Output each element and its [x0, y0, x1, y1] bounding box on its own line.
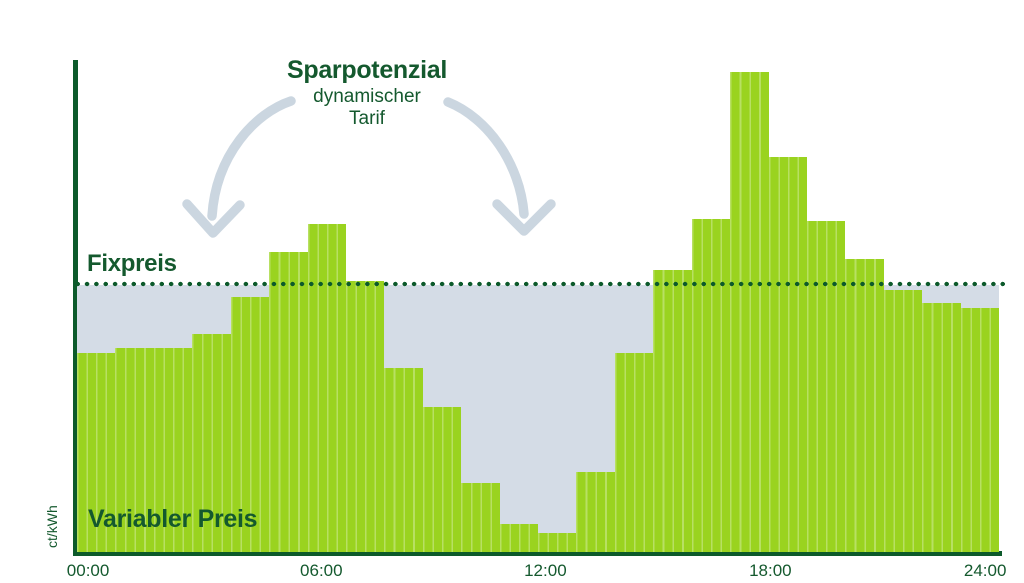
chart-title: Sparpotenzial	[286, 56, 448, 84]
price-bar-hour-8	[384, 368, 423, 552]
price-bar-hour-11	[499, 523, 539, 552]
price-bar-hour-22	[922, 303, 961, 552]
price-bar-hour-3	[192, 334, 231, 552]
chart-subtitle-line-2: Tarif	[349, 107, 385, 129]
price-bar-hour-4	[230, 297, 270, 552]
x-tick-2400: 24:00	[963, 561, 1007, 580]
price-bars	[77, 60, 1000, 552]
price-bar-hour-1	[115, 347, 154, 552]
x-tick-0000: 00:00	[66, 561, 110, 580]
x-tick-1200: 12:00	[524, 561, 567, 580]
price-bar-hour-9	[422, 406, 462, 552]
x-tick-labels: 00:00 06:00 12:00 18:00 24:00	[67, 561, 1007, 581]
price-bar-hour-6	[307, 223, 346, 552]
price-bar-hour-12	[538, 532, 577, 552]
x-tick-0600: 06:00	[300, 561, 343, 580]
price-bar-hour-10	[461, 483, 500, 552]
price-bar-hour-17	[730, 71, 769, 552]
fixpreis-label: Fixpreis	[87, 250, 177, 277]
y-axis-label: ct/kWh	[44, 505, 60, 548]
price-bar-hour-23	[960, 307, 1000, 552]
y-axis-line	[73, 60, 78, 556]
price-bar-hour-19	[807, 220, 846, 552]
x-axis-line	[73, 551, 1002, 556]
price-bar-hour-18	[768, 156, 808, 552]
price-bar-hour-5	[269, 251, 308, 552]
fixpreis-line	[75, 281, 1007, 287]
variable-price-label: Variabler Preis	[88, 505, 258, 533]
price-bar-hour-13	[576, 471, 615, 552]
price-bar-hour-16	[691, 218, 731, 552]
price-bar-hour-2	[153, 347, 193, 552]
x-tick-1800: 18:00	[749, 561, 792, 580]
price-bar-hour-15	[653, 270, 692, 552]
price-bar-hour-14	[614, 353, 654, 552]
chart-title-block: Sparpotenzial dynamischer Tarif	[257, 56, 477, 130]
price-bar-hour-21	[883, 289, 923, 552]
plot-area	[77, 60, 1000, 552]
price-bar-hour-0	[77, 353, 116, 552]
chart-subtitle-line-1: dynamischer	[313, 85, 421, 107]
price-bar-hour-7	[345, 280, 385, 552]
price-bar-hour-20	[845, 258, 884, 552]
